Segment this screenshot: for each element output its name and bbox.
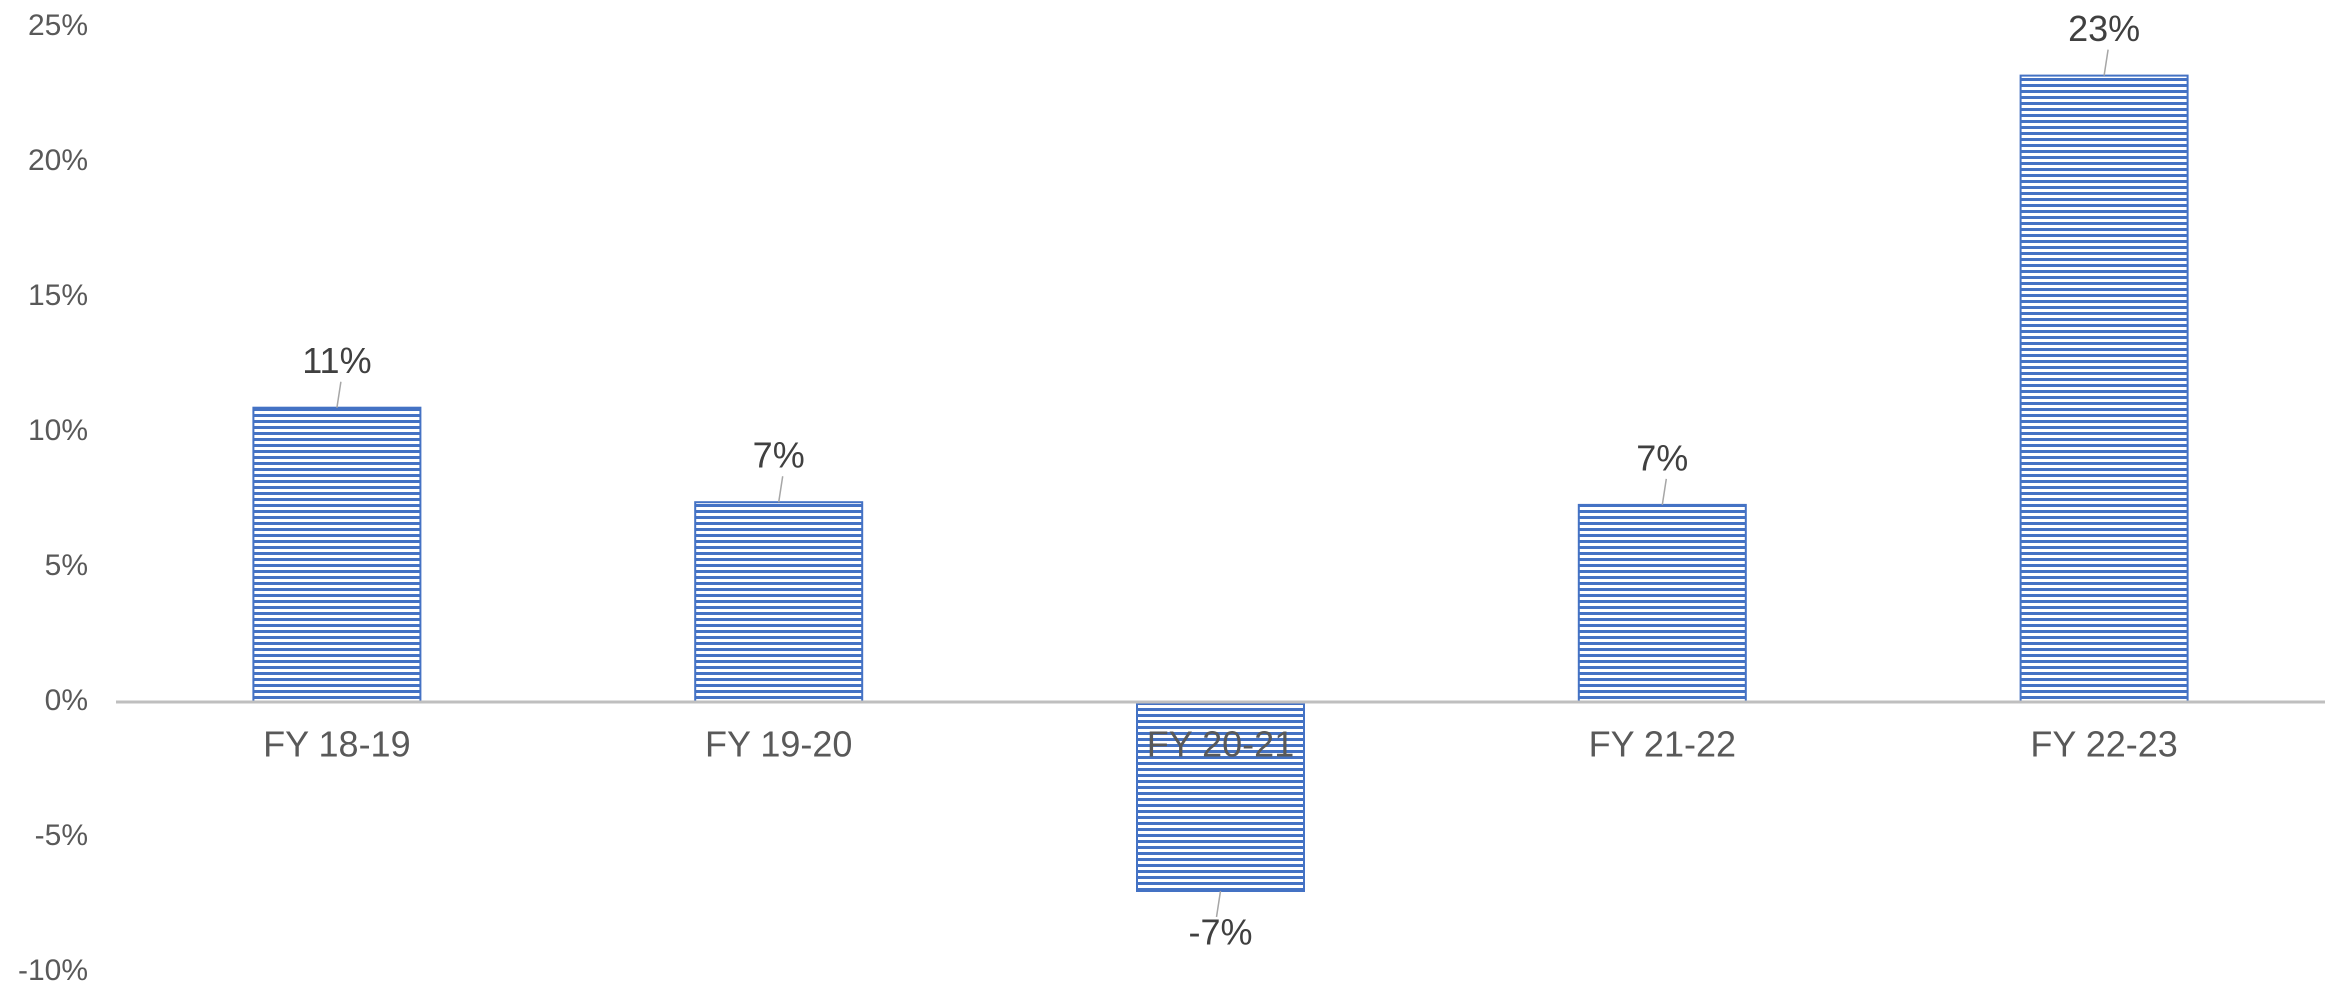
bar: [694, 501, 864, 704]
value-label: 11%: [302, 340, 371, 381]
leader-line: [2103, 49, 2109, 76]
x-tick-label: FY 22-23: [2030, 724, 2177, 765]
x-tick-label: FY 19-20: [705, 724, 852, 765]
leader-line: [1215, 890, 1222, 918]
y-tick-label: -10%: [18, 954, 88, 987]
leader-line: [1661, 478, 1668, 506]
leader-line: [336, 381, 342, 408]
bar: [1577, 503, 1747, 703]
x-tick-label: FY 18-19: [263, 724, 410, 765]
x-tick-label: FY 21-22: [1589, 724, 1736, 765]
y-tick-label: 10%: [28, 414, 88, 447]
leader-line: [777, 476, 784, 503]
value-label: -7%: [1188, 912, 1252, 953]
y-tick-label: -5%: [35, 819, 88, 852]
bar: [2019, 74, 2189, 704]
y-tick-label: 0%: [45, 684, 88, 717]
bar: [1136, 701, 1305, 892]
y-tick-label: 15%: [28, 279, 88, 312]
value-label: 23%: [2068, 8, 2140, 49]
x-tick-label: FY 20-21: [1147, 724, 1294, 765]
value-label: 7%: [753, 435, 805, 476]
y-tick-label: 20%: [28, 144, 88, 177]
value-label: 7%: [1636, 437, 1688, 478]
y-tick-label: 5%: [45, 549, 88, 582]
bar: [252, 406, 422, 703]
y-tick-label: 25%: [28, 9, 88, 42]
